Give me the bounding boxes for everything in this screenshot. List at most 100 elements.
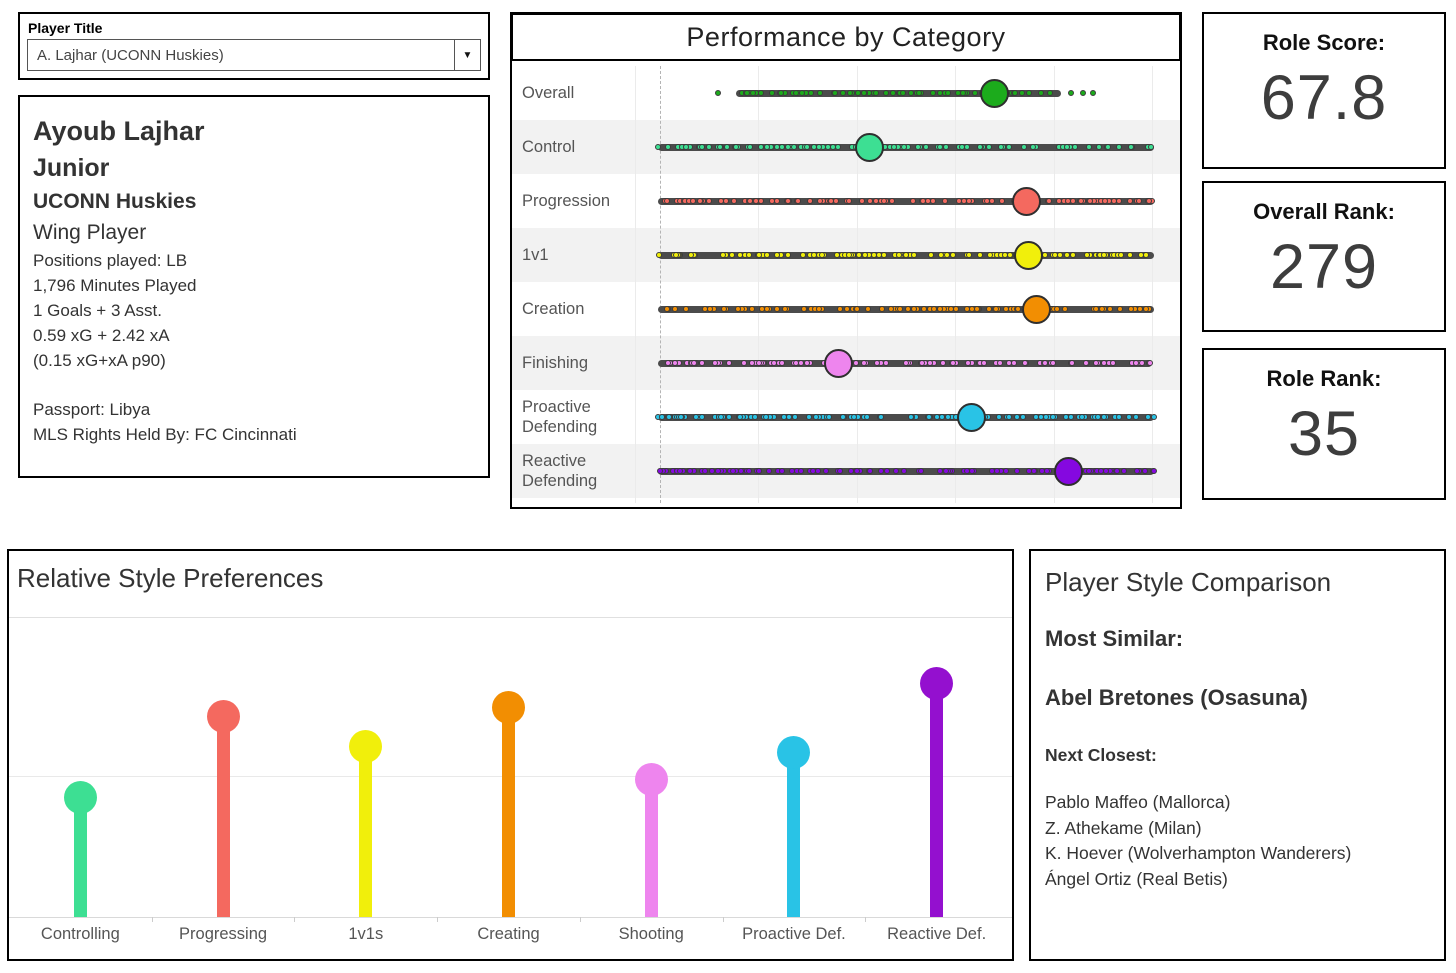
player-dot[interactable] xyxy=(823,348,853,378)
population-dot xyxy=(749,306,755,312)
population-dot xyxy=(797,360,804,366)
population-dot xyxy=(1032,414,1039,420)
population-dot xyxy=(994,468,1001,474)
population-dot xyxy=(664,306,671,312)
population-dot xyxy=(698,360,705,366)
category-row: Control xyxy=(512,120,1180,174)
population-dot xyxy=(873,198,880,204)
population-dot xyxy=(910,252,917,258)
population-dot xyxy=(850,414,857,420)
player-dot[interactable] xyxy=(1013,240,1043,270)
category-row-label: 1v1 xyxy=(522,246,549,264)
population-dot xyxy=(1083,360,1090,366)
population-dot xyxy=(717,144,724,150)
lollipop-dot[interactable] xyxy=(777,735,811,769)
population-dot xyxy=(706,306,713,312)
population-dot xyxy=(943,144,949,150)
population-dot xyxy=(755,468,762,474)
style-plot: Relative Style Preferences Controlling Pr… xyxy=(9,551,1012,959)
population-dot xyxy=(1126,252,1133,258)
most-similar-player: Abel Bretones (Osasuna) xyxy=(1045,685,1308,710)
category-row: 1v1 xyxy=(512,228,1180,282)
population-dot xyxy=(920,306,927,312)
population-dot xyxy=(785,144,792,150)
player-dot[interactable] xyxy=(1022,294,1052,324)
population-dot xyxy=(771,360,778,366)
similar-player: Z. Athekame (Milan) xyxy=(1045,817,1202,838)
lollipop-dot[interactable] xyxy=(206,699,240,733)
player-passport: Passport: Libya xyxy=(33,400,151,419)
lollipop-dot[interactable] xyxy=(349,729,383,763)
population-dot xyxy=(1064,144,1071,150)
population-dot xyxy=(915,90,922,96)
style-axis-label: Proactive Def. xyxy=(742,925,846,943)
lollipop-stem xyxy=(787,752,801,917)
population-dot xyxy=(1019,414,1026,420)
player-dot[interactable] xyxy=(980,78,1010,108)
category-row-label: Progression xyxy=(522,192,611,210)
population-dot xyxy=(1109,360,1116,366)
category-row-label: Reactive Defending xyxy=(522,452,598,490)
category-row: Overall xyxy=(512,66,1180,120)
player-select[interactable]: A. Lajhar (UCONN Huskies) ▼ xyxy=(27,39,481,71)
player-dot[interactable] xyxy=(957,402,987,432)
population-dot xyxy=(878,306,885,312)
population-dot xyxy=(729,468,736,474)
population-dot xyxy=(877,468,884,474)
player-dot[interactable] xyxy=(854,132,884,162)
style-preferences-panel: Relative Style Preferences Controlling Pr… xyxy=(7,549,1014,961)
population-dot xyxy=(1057,252,1064,258)
population-dot xyxy=(925,414,932,420)
population-dot xyxy=(846,198,853,204)
performance-gridline xyxy=(955,66,956,503)
population-dot xyxy=(1127,198,1134,204)
player-dot[interactable] xyxy=(1011,186,1041,216)
population-dot xyxy=(1110,198,1117,204)
population-dot xyxy=(940,360,947,366)
lollipop-dot[interactable] xyxy=(920,666,954,700)
population-dot xyxy=(659,414,666,420)
population-dot xyxy=(854,468,861,474)
population-dot xyxy=(1103,468,1110,474)
dropdown-arrow-icon[interactable]: ▼ xyxy=(454,40,480,70)
category-row-label: Overall xyxy=(522,84,575,102)
population-dot xyxy=(738,468,745,474)
population-dot xyxy=(964,144,971,150)
population-dot xyxy=(1042,252,1049,258)
lollipop-dot[interactable] xyxy=(492,690,525,724)
population-dot xyxy=(795,198,802,204)
population-dot xyxy=(813,414,820,420)
population-dot xyxy=(743,90,750,96)
style-axis-label: Reactive Def. xyxy=(887,925,987,943)
population-dot xyxy=(1138,360,1145,366)
population-dot xyxy=(846,252,853,258)
population-dot xyxy=(1094,414,1101,420)
population-dot xyxy=(1133,414,1140,420)
population-dot xyxy=(1069,360,1076,366)
population-dot xyxy=(943,468,950,474)
population-dot xyxy=(1100,414,1107,420)
population-dot xyxy=(699,144,706,150)
population-dot xyxy=(937,306,944,312)
population-dot xyxy=(735,306,742,312)
population-dot xyxy=(1085,144,1092,150)
player-dot[interactable] xyxy=(1053,456,1083,486)
population-dot xyxy=(1012,90,1019,96)
population-dot xyxy=(998,198,1005,204)
population-dot xyxy=(839,90,846,96)
population-dot xyxy=(690,198,697,204)
population-dot xyxy=(664,198,671,204)
lollipop-dot[interactable] xyxy=(634,762,668,796)
lollipop-dot[interactable] xyxy=(63,780,97,814)
lollipop-stem xyxy=(359,746,373,917)
population-dot xyxy=(860,360,867,366)
overall-rank-value: 279 xyxy=(1269,232,1379,302)
population-dot xyxy=(880,198,887,204)
overall-rank-label: Overall Rank: xyxy=(1253,199,1395,224)
role-rank-label: Role Rank: xyxy=(1266,366,1382,391)
population-dot xyxy=(798,468,805,474)
population-dot xyxy=(1020,144,1027,150)
style-axis-label: 1v1s xyxy=(348,925,384,943)
performance-gridline xyxy=(1152,66,1153,503)
